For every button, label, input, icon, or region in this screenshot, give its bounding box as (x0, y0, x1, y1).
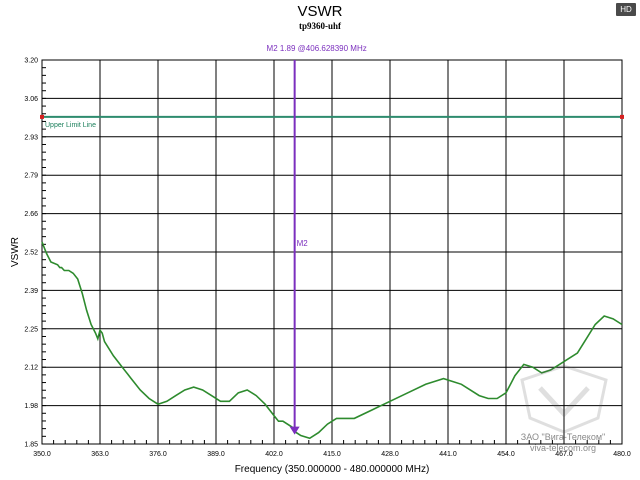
y-tick-label: 2.52 (24, 250, 38, 257)
y-tick-label: 3.06 (24, 96, 38, 103)
hd-badge[interactable]: HD (616, 3, 636, 16)
y-tick-label: 2.66 (24, 211, 38, 218)
y-tick-labels: 3.20 3.06 2.93 2.79 2.66 2.52 2.39 2.25 2.12 1.98… (24, 58, 38, 449)
x-tick-label: 363.0 (91, 451, 109, 458)
y-tick-label: 3.20 (24, 58, 38, 65)
y-tick-label: 2.79 (24, 173, 38, 180)
limit-line-right-handle[interactable] (620, 114, 624, 119)
y-tick-label: 2.12 (24, 365, 38, 372)
vswr-series-line (41, 241, 623, 440)
limit-line-left-handle[interactable] (40, 114, 44, 119)
watermark-logo-icon (520, 364, 608, 434)
x-tick-label: 467.0 (555, 451, 573, 458)
grid (42, 60, 622, 444)
marker-m2-label: M2 (297, 239, 309, 248)
marker-m2-readout: M2 1.89 @406.628390 MHz (267, 44, 367, 53)
x-tick-label: 415.0 (323, 451, 341, 458)
chart-subtitle: tp9360-uhf (299, 21, 342, 31)
watermark: ЗАО "Вига-Телеком" viva-telecom.org (508, 432, 618, 454)
x-tick-label: 350.0 (33, 451, 51, 458)
x-tick-labels: 350.0 363.0 376.0 389.0 402.0 415.0 428.0 441.0… (33, 451, 631, 458)
x-axis-label: Frequency (350.000000 - 480.000000 MHz) (235, 464, 430, 475)
x-tick-label: 454.0 (497, 451, 515, 458)
watermark-company: ЗАО "Вига-Телеком" (520, 432, 606, 442)
x-tick-label: 376.0 (149, 451, 167, 458)
y-tick-label: 1.85 (24, 442, 38, 449)
x-tick-label: 428.0 (381, 451, 399, 458)
chart-title: VSWR (298, 3, 343, 20)
y-tick-label: 1.98 (24, 403, 38, 410)
y-tick-label: 2.93 (24, 134, 38, 141)
y-tick-label: 2.39 (24, 288, 38, 295)
x-tick-label: 402.0 (265, 451, 283, 458)
marker-m2-arrow-icon[interactable] (289, 426, 300, 435)
x-tick-label: 441.0 (439, 451, 457, 458)
y-tick-label: 2.25 (24, 326, 38, 333)
x-tick-label: 389.0 (207, 451, 225, 458)
minor-ticks (42, 67, 611, 444)
watermark-site: viva-telecom.org (529, 443, 597, 453)
upper-limit-label: Upper Limit Line (45, 122, 96, 129)
x-tick-label: 480.0 (613, 451, 631, 458)
y-axis-label: VSWR (10, 237, 21, 267)
